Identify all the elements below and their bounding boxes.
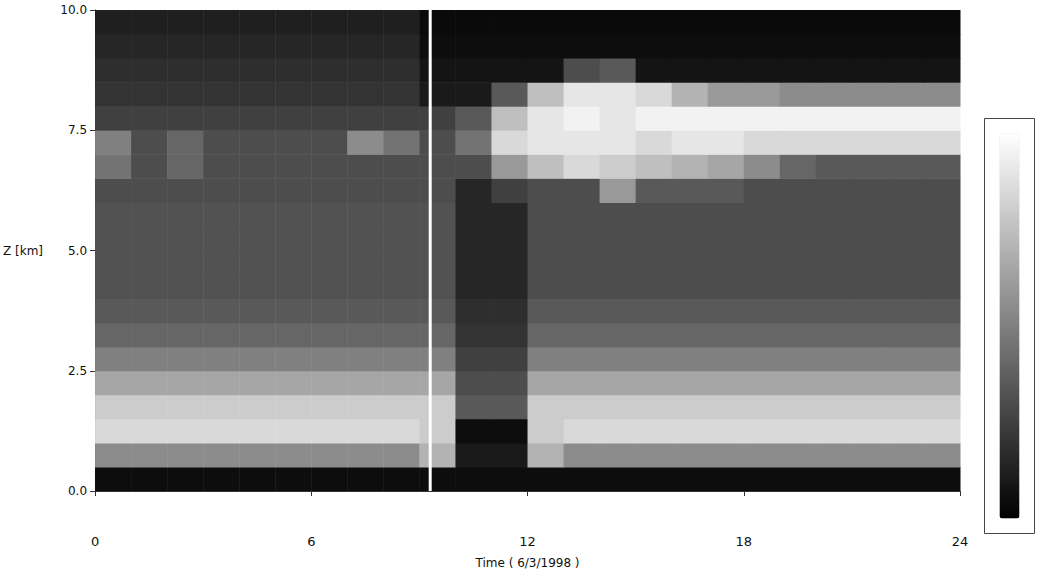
svg-text:Time ( 6/3/1998 ): Time ( 6/3/1998 ) [474,556,579,570]
svg-text:18: 18 [735,534,752,549]
svg-text:12: 12 [519,534,536,549]
svg-text:0.0: 0.0 [68,484,87,498]
svg-text:7.5: 7.5 [68,123,87,137]
svg-text:2.5: 2.5 [68,364,87,378]
svg-text:Z [km]: Z [km] [3,244,43,258]
svg-text:6: 6 [307,534,315,549]
svg-text:10.0: 10.0 [60,3,87,17]
svg-text:0: 0 [91,534,99,549]
svg-text:5.0: 5.0 [68,244,87,258]
svg-text:24: 24 [952,534,969,549]
